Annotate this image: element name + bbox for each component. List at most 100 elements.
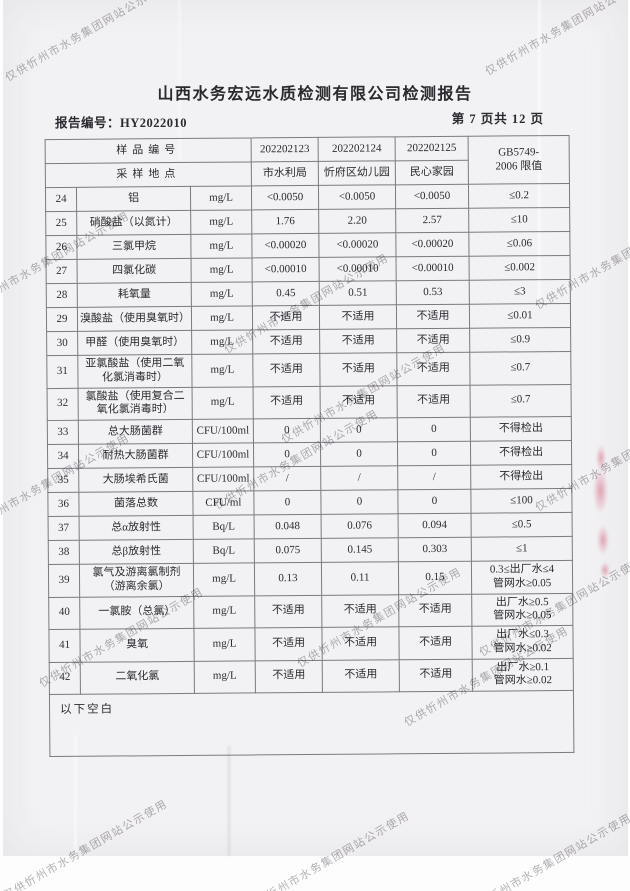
row-number: 28 [46,283,78,308]
report-title: 山西水务宏远水质检测有限公司检测报告 [157,86,473,103]
result-sample-3: 0 [397,441,471,466]
result-sample-1: <0.0050 [251,185,319,210]
blank-below-note: 以下空白 [49,690,574,757]
unit: mg/L [193,627,256,661]
unit: mg/L [191,257,253,283]
row-number: 36 [47,492,80,517]
scan-crease [178,0,181,160]
row-number: 31 [46,355,79,389]
result-sample-1: 不适用 [252,329,320,354]
result-sample-2: <0.00010 [319,256,397,282]
scan-crease [228,746,230,856]
ink-bleed-mark [593,468,608,514]
parameter-name: 亚氯酸盐（使用二氧 化氯消毒时） [77,354,193,388]
limit-value: ≤3 [469,279,571,305]
limit-value: ≤0.7 [469,351,572,385]
result-sample-1: / [253,466,321,491]
result-sample-2: 0.145 [321,537,399,563]
location-label: 采样地点 [45,161,252,188]
limit-value: ≤0.7 [470,383,572,418]
parameter-name: 菌落总数 [78,491,194,517]
limit-value: 不得检出 [470,416,572,442]
row-number: 34 [47,444,79,469]
table-row: 40 一氯胺（总氯） mg/L 不适用 不适用 不适用 出厂水≥0.5 管网水≥… [48,592,573,630]
result-sample-3: 不适用 [396,328,470,353]
unit: mg/L [190,209,252,235]
result-sample-3: 0.303 [398,537,472,562]
result-sample-1: 0 [253,490,322,515]
unit: mg/L [191,281,253,307]
row-number: 24 [45,187,77,212]
result-sample-3: / [397,465,471,490]
row-number: 37 [48,516,80,541]
sample-id-2: 202202124 [318,136,396,162]
result-sample-2: <0.0050 [318,184,396,210]
table-header: 样品编号 202202123 202202124 202202125 GB574… [45,135,570,188]
result-sample-1: 不适用 [254,594,322,628]
parameter-name: 甲醛（使用臭氧时） [77,330,192,356]
result-sample-2: / [320,465,398,491]
result-sample-3: 不适用 [398,593,472,627]
limit-value: ≤0.2 [468,183,570,209]
row-number: 32 [47,387,79,421]
result-sample-3: 不适用 [398,626,473,660]
unit: mg/L [191,353,254,387]
row-number: 39 [48,564,80,598]
unit: mg/L [191,305,253,331]
unit: mg/L [193,595,255,629]
unit: CFU/100ml [192,466,254,492]
result-sample-3: 不适用 [396,352,471,386]
ink-bleed-mark [600,562,610,578]
parameter-name: 总大肠菌群 [78,419,193,445]
row-number: 25 [45,211,77,236]
unit: CFU/100ml [192,418,254,444]
result-sample-1: 不适用 [252,353,321,387]
result-sample-1: <0.00020 [251,233,320,258]
page-number: 第 7 页共 12 页 [451,112,544,126]
limit-value: ≤0.002 [469,255,571,281]
result-sample-2: 不适用 [322,659,400,693]
result-sample-2: 不适用 [319,304,397,330]
result-sample-2: 0 [320,417,398,443]
result-sample-2: 2.20 [318,208,396,234]
result-sample-3: 0.15 [398,561,472,595]
unit: CFU/100ml [192,442,254,468]
sample-id-label: 样品编号 [45,137,252,164]
row-number: 29 [46,307,78,332]
result-sample-3: <0.0050 [395,184,469,209]
limit-value: ≤0.9 [469,327,571,353]
result-sample-2: 不适用 [321,594,399,628]
row-number: 35 [47,468,79,493]
result-sample-2: 0.076 [321,513,399,539]
row-number: 30 [46,331,78,356]
parameter-name: 氯气及游离氯制剂 （游离余氯） [79,563,194,597]
parameter-name: 一氯胺（总氯） [79,595,194,630]
scan-crease [74,735,77,856]
sample-id-1: 202202123 [251,137,319,162]
parameter-name: 四氯化碳 [77,258,192,284]
table-row: 39 氯气及游离氯制剂 （游离余氯） mg/L 0.13 0.11 0.15 0… [48,560,573,598]
row-number: 26 [45,235,78,260]
result-sample-1: 0.075 [254,538,322,563]
limit-value: 不得检出 [470,440,572,466]
result-sample-1: 0.048 [254,514,322,539]
parameter-name: 耐热大肠菌群 [78,443,193,469]
scan-crease [538,0,541,300]
limit-value: 不得检出 [470,464,572,490]
ink-bleed-mark [596,445,606,471]
row-number: 41 [48,629,81,663]
table-row: 42 二氧化氯 mg/L 不适用 不适用 不适用 出厂水≥0.1 管网水≥0.0… [49,657,574,695]
parameter-name: 总β放射性 [79,539,194,565]
parameter-name: 大肠埃希氏菌 [78,467,193,493]
parameter-name: 氯酸盐（使用复合二 氧化氯消毒时） [78,386,193,421]
result-sample-1: 0 [253,418,321,443]
unit: mg/L [191,329,253,355]
result-sample-1: 0 [253,442,321,467]
unit: mg/L [190,185,252,211]
parameter-name: 总α放射性 [79,515,194,541]
parameter-name: 耗氧量 [77,282,192,308]
result-sample-3: 0 [397,417,471,442]
limit-value: ≤10 [468,207,570,233]
parameter-name: 臭氧 [79,628,195,662]
